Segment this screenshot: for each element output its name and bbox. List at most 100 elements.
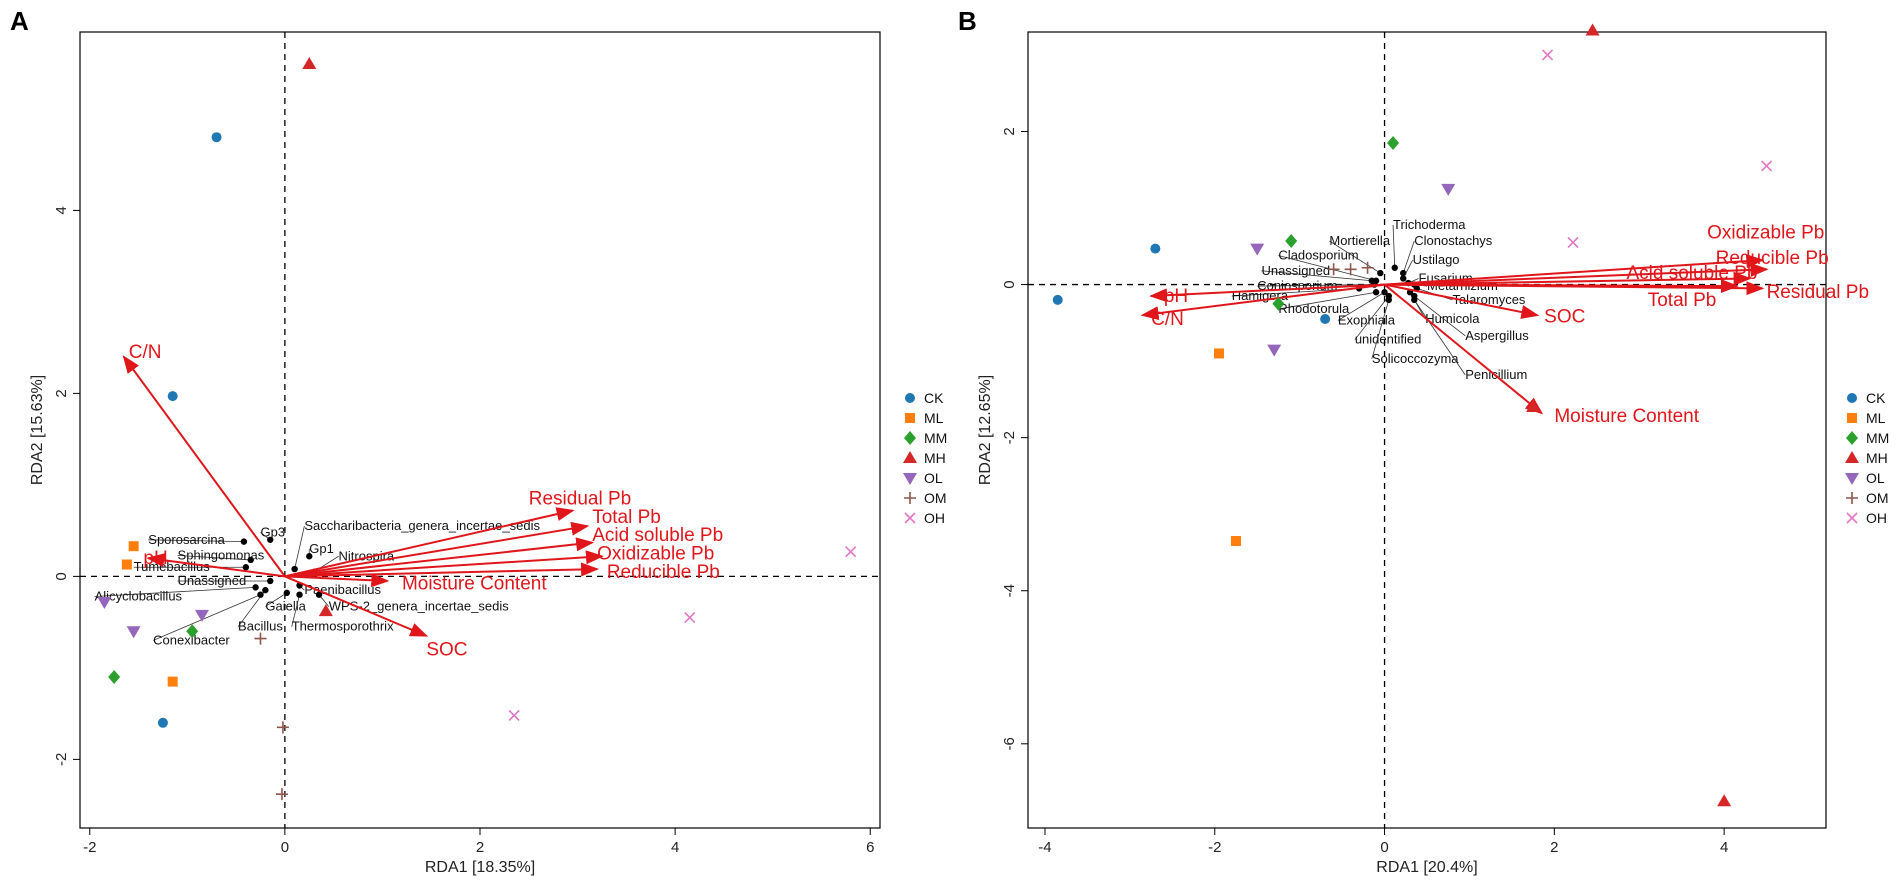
sample-point-oh	[845, 546, 857, 558]
env-arrow-label: SOC	[1544, 307, 1585, 328]
taxon-label: Ustilago	[1413, 252, 1460, 267]
taxon-point	[1385, 296, 1392, 304]
taxon-leader-line	[1278, 255, 1377, 282]
legend-label: OM	[924, 490, 947, 506]
sample-point-oh	[508, 709, 520, 722]
sample-point-mm	[1285, 233, 1298, 248]
taxon-label: Aspergillus	[1465, 328, 1529, 343]
env-arrow-label: Total Pb	[592, 507, 661, 528]
sample-point-mm	[1387, 135, 1400, 150]
taxon-leader-line	[1337, 291, 1385, 321]
taxon-point	[247, 556, 254, 564]
y-tick-label: 0	[1001, 280, 1018, 288]
taxon-point	[1411, 296, 1418, 304]
env-arrow-label: Total Pb	[1648, 290, 1717, 311]
y-tick-label: 0	[53, 572, 70, 580]
taxon-leader-line	[1371, 299, 1390, 359]
env-arrow	[1384, 279, 1739, 294]
taxon-point	[283, 589, 291, 597]
legend-label: OL	[1866, 470, 1885, 486]
taxon-label: Solicoccozyma	[1372, 351, 1459, 366]
legend-label: MH	[924, 450, 946, 466]
taxon-label: Rhodotorula	[1278, 301, 1350, 316]
taxon-leader-line	[1414, 295, 1466, 337]
x-tick-label: 0	[1380, 839, 1388, 856]
taxon-leader-line	[1278, 291, 1377, 310]
legend-label: CK	[1866, 390, 1886, 406]
env-arrow	[1140, 283, 1385, 321]
x-tick-label: 2	[1550, 839, 1558, 856]
taxon-leader-line	[148, 539, 244, 543]
taxon-label: Gaiella	[265, 599, 306, 614]
env-arrow-label: pH	[1164, 286, 1188, 307]
sample-point-om	[1327, 263, 1340, 276]
taxon-point	[1400, 275, 1407, 282]
env-arrow-label: Moisture Content	[402, 574, 547, 595]
legend-marker-oh	[1846, 512, 1858, 524]
sample-point-mm	[1272, 296, 1285, 311]
legend: CK ML MM MH OL OM OH	[1845, 390, 1889, 526]
taxon-label: Exophiala	[1338, 313, 1396, 328]
env-arrow	[146, 553, 286, 578]
taxon-label: Conexibacter	[153, 632, 230, 647]
taxon-label: Unassigned	[178, 573, 247, 588]
sample-point-ml	[121, 559, 132, 570]
x-axis-label: RDA1 [18.35%]	[425, 859, 535, 876]
env-arrow-label: Residual Pb	[529, 489, 631, 510]
sample-point-ol	[1250, 243, 1265, 256]
y-axis-label: RDA2 [12.65%]	[977, 375, 994, 485]
y-tick-label: 2	[53, 389, 70, 397]
taxon-label: Bacillus	[238, 619, 283, 634]
y-tick-label: -4	[1001, 584, 1018, 597]
x-tick-label: 6	[866, 839, 874, 856]
taxon-leader-line	[177, 554, 251, 561]
legend-label: ML	[1866, 410, 1886, 426]
sample-point-oh	[1761, 160, 1773, 172]
sample-point-mh	[318, 604, 333, 617]
taxon-point	[296, 591, 303, 598]
taxon-label: Saccharibacteria_genera_incertae_sedis	[304, 518, 540, 533]
legend-marker-mm	[1846, 431, 1858, 445]
sample-point-ck	[1150, 243, 1161, 254]
taxon-leader-line	[1354, 295, 1390, 340]
taxon-label: Gp3	[260, 524, 285, 539]
plot-frame	[79, 31, 881, 829]
taxon-label: Sporosarcina	[148, 532, 225, 547]
taxon-label: Sphingomonas	[178, 547, 265, 562]
env-arrow-label: Moisture Content	[1554, 406, 1699, 427]
y-tick-label: 4	[53, 206, 70, 214]
taxon-label: Thermosporothrix	[292, 619, 394, 634]
env-arrow	[1149, 283, 1385, 303]
legend-label: CK	[924, 390, 944, 406]
legend-marker-ck	[905, 393, 915, 403]
x-tick-label: 4	[1720, 839, 1728, 856]
sample-point-ml	[1214, 348, 1225, 359]
taxon-leader-line	[1261, 270, 1372, 282]
sample-point-mh	[1526, 400, 1541, 413]
taxon-label: Unassigned	[1261, 263, 1330, 278]
env-arrow	[1384, 254, 1765, 286]
env-arrow-label: Oxidizable Pb	[597, 544, 714, 565]
sample-point-oh	[684, 611, 696, 624]
env-arrow-label: pH	[143, 548, 167, 569]
taxon-point	[306, 553, 313, 560]
taxon-point	[291, 565, 298, 573]
sample-point-ol	[97, 597, 112, 610]
taxon-leader-line	[1402, 259, 1413, 279]
legend-marker-ml	[905, 413, 915, 423]
sample-point-ol	[194, 609, 209, 622]
legend: CK ML MM MH OL OM OH	[903, 390, 947, 526]
panel-a: -2 0 2 4 6 -2 0 2 4 RDA1 [18.35%] RDA2 [15.63%] Spo…	[29, 31, 947, 876]
taxon-point	[1381, 289, 1388, 296]
legend-marker-oh	[904, 512, 916, 524]
sample-point-oh	[1567, 236, 1579, 249]
sample-point-ml	[167, 676, 178, 687]
env-arrow	[284, 521, 590, 578]
env-arrow	[284, 507, 575, 578]
legend-marker-mh	[1845, 451, 1859, 463]
taxon-leader-line	[1402, 240, 1415, 274]
sample-point-om	[254, 632, 267, 645]
sample-point-ck	[211, 132, 222, 143]
env-arrow-label: Residual Pb	[1767, 282, 1869, 303]
env-arrow	[284, 550, 604, 578]
